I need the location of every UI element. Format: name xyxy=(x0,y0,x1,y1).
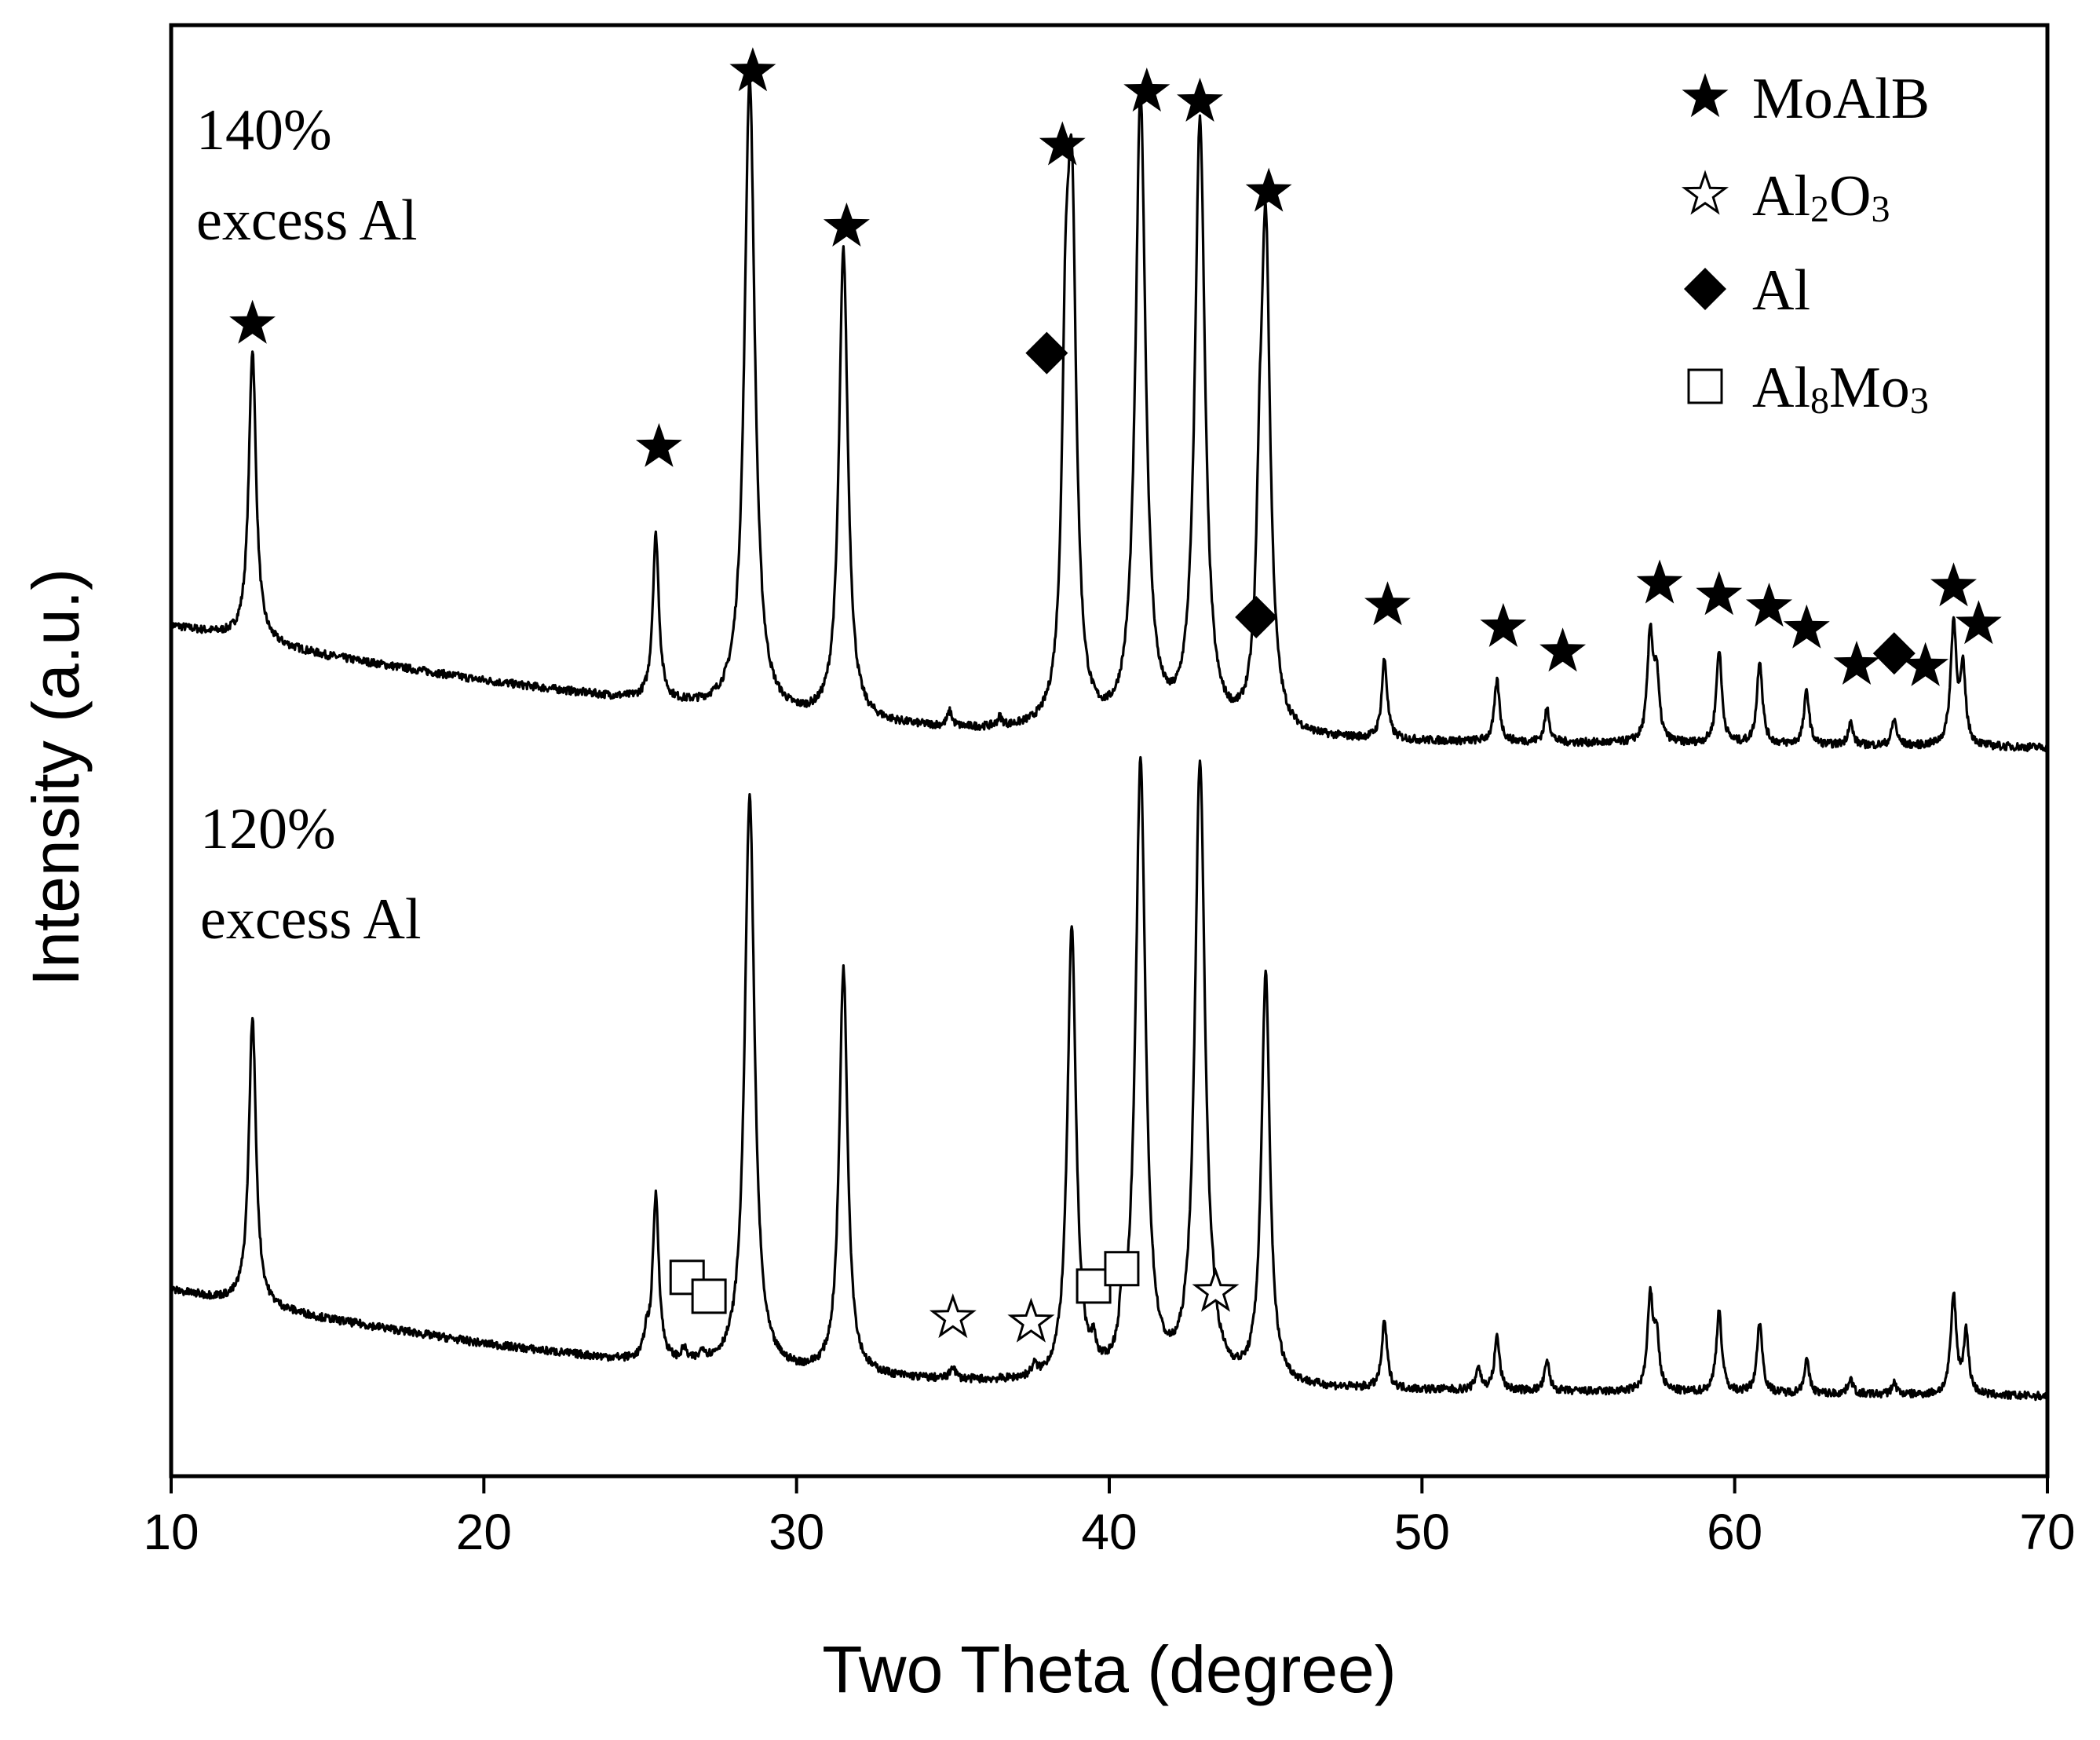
marker-open-star-icon xyxy=(1007,1297,1055,1343)
marker-filled-star-icon xyxy=(1039,121,1086,166)
marker-filled-star-icon xyxy=(1245,167,1292,212)
x-ticks: 10 20 30 40 50 60 70 xyxy=(143,1476,2076,1560)
marker-filled-star-icon xyxy=(635,422,682,467)
marker-filled-diamond-icon xyxy=(1872,632,1916,675)
series-line-1 xyxy=(170,755,2048,1402)
marker-filled-star-icon xyxy=(229,299,276,344)
marker-layer xyxy=(229,47,2002,1343)
marker-filled-diamond-icon xyxy=(1235,595,1278,638)
marker-filled-star-icon xyxy=(1783,604,1830,649)
x-tick-label: 30 xyxy=(769,1504,824,1560)
marker-filled-star-icon xyxy=(1539,627,1587,672)
marker-open-square-icon xyxy=(691,1278,727,1314)
legend-symbol-open-square-icon xyxy=(1687,368,1723,404)
series-label-0-line-1: excess Al xyxy=(196,188,418,253)
marker-filled-diamond-icon xyxy=(1025,331,1068,375)
series-label-1-line-0: 120% xyxy=(200,797,336,861)
marker-filled-star-icon xyxy=(1955,600,2002,645)
marker-filled-star-icon xyxy=(1930,562,1977,607)
marker-filled-star-icon xyxy=(1696,571,1743,616)
marker-filled-star-icon xyxy=(1177,77,1223,122)
marker-filled-star-icon xyxy=(1480,602,1527,647)
legend-symbol-filled-diamond-icon xyxy=(1684,268,1726,310)
x-tick-label: 60 xyxy=(1707,1504,1762,1560)
marker-filled-star-icon xyxy=(1636,559,1683,604)
series-label-0-line-0: 140% xyxy=(196,98,332,163)
legend-label: Al8Mo3 xyxy=(1752,356,1929,422)
marker-open-square-icon xyxy=(1104,1251,1140,1287)
marker-filled-star-icon xyxy=(1833,641,1880,685)
legend: MoAlB Al2O3 Al Al8Mo3 xyxy=(1681,67,1930,422)
x-tick-label: 40 xyxy=(1081,1504,1137,1560)
x-tick-label: 10 xyxy=(143,1504,199,1560)
legend-label: Al2O3 xyxy=(1752,164,1890,230)
legend-symbol-filled-star-icon xyxy=(1682,73,1729,118)
series-label-1-line-1: excess Al xyxy=(200,887,422,952)
legend-symbol-open-star-icon xyxy=(1681,170,1729,215)
legend-label: Al xyxy=(1752,258,1810,323)
marker-filled-star-icon xyxy=(729,47,776,92)
y-axis-title: Intensity (a.u.) xyxy=(19,568,93,986)
x-axis-title: Two Theta (degree) xyxy=(822,1632,1397,1706)
marker-open-star-icon xyxy=(929,1293,977,1339)
series-layer xyxy=(170,74,2049,1402)
marker-filled-star-icon xyxy=(1364,581,1411,626)
legend-label: MoAlB xyxy=(1752,67,1930,131)
label-layer: 140% excess Al 120% excess Al xyxy=(196,98,422,952)
x-tick-label: 20 xyxy=(456,1504,512,1560)
marker-filled-star-icon xyxy=(1902,642,1949,686)
series-line-0 xyxy=(170,74,2049,752)
marker-filled-star-icon xyxy=(1746,583,1792,627)
x-tick-label: 50 xyxy=(1394,1504,1450,1560)
x-tick-label: 70 xyxy=(2019,1504,2075,1560)
marker-filled-star-icon xyxy=(1123,68,1171,112)
marker-open-star-icon xyxy=(1192,1267,1240,1312)
marker-filled-star-icon xyxy=(823,202,870,247)
